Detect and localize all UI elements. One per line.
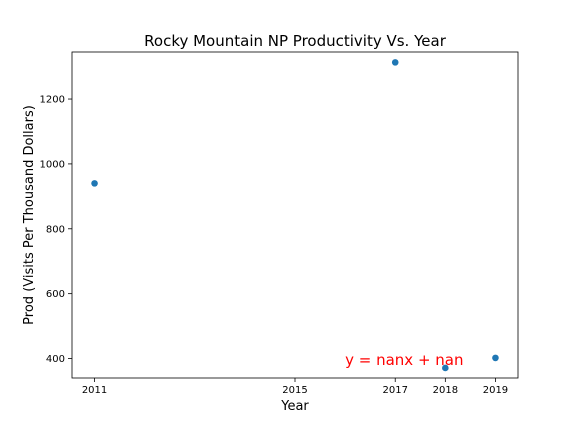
plot-area: 2011 2015 2017 2018 2019 400 600 800 1000 1200 y =… <box>40 51 519 396</box>
data-point <box>442 364 449 372</box>
y-tick-label: 1200 <box>40 95 65 106</box>
y-tick-label: 1000 <box>40 159 65 170</box>
data-point <box>391 59 399 66</box>
data-point <box>492 354 499 362</box>
y-tick-label: 400 <box>46 354 65 365</box>
y-tick-label: 800 <box>46 224 65 235</box>
x-tick-label: 2017 <box>382 385 407 396</box>
x-tick-label: 2015 <box>282 385 307 396</box>
regression-annotation: y = nanx + nan <box>345 351 463 369</box>
x-tick-label: 2019 <box>483 385 508 396</box>
data-point <box>91 180 98 187</box>
y-tick-label: 600 <box>46 289 65 300</box>
x-tick-label: 2018 <box>433 385 458 396</box>
x-axis-label: Year <box>280 399 309 414</box>
chart-title: Rocky Mountain NP Productivity Vs. Year <box>144 32 447 50</box>
x-tick-label: 2011 <box>82 385 107 396</box>
y-axis-label: Prod (Visits Per Thousand Dollars) <box>22 105 37 325</box>
